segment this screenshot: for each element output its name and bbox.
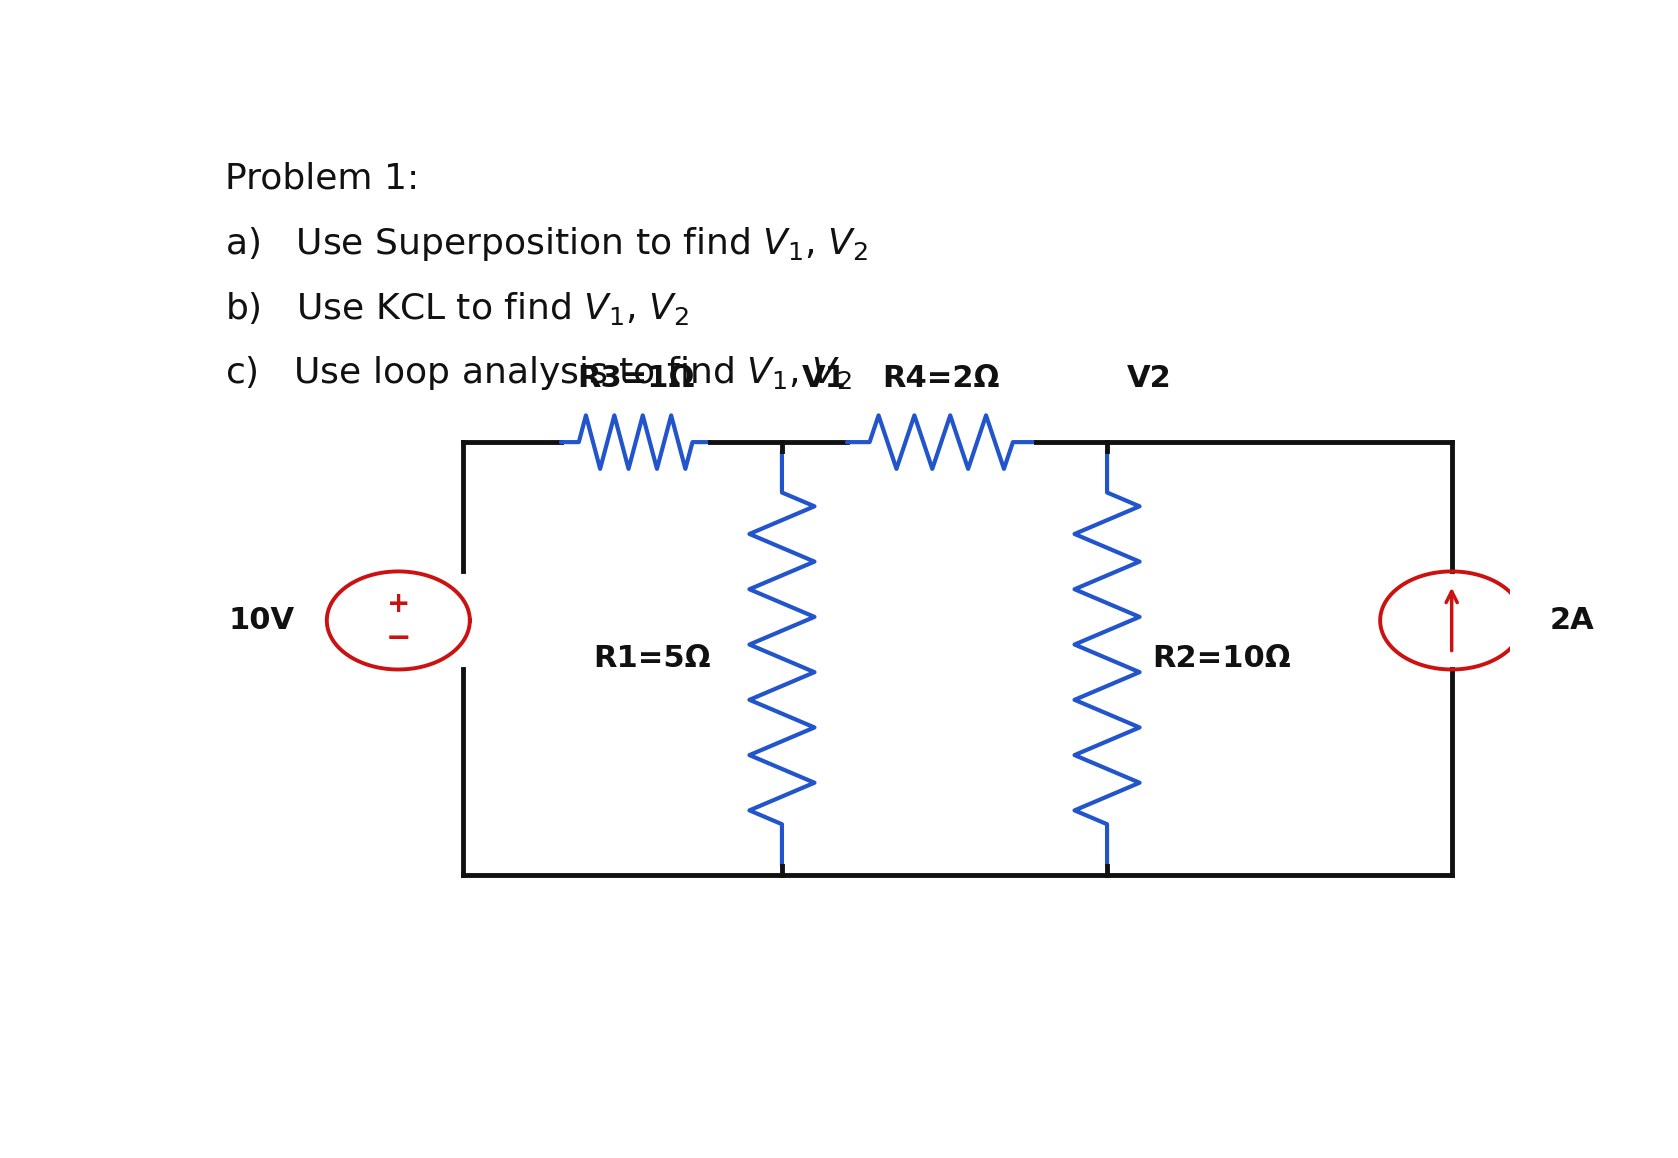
Text: R3=1Ω: R3=1Ω [577,364,695,393]
Text: 2A: 2A [1549,606,1594,635]
Text: R1=5Ω: R1=5Ω [592,644,710,673]
Text: V2: V2 [1126,364,1171,393]
Text: R4=2Ω: R4=2Ω [883,364,1000,393]
Text: R2=10Ω: R2=10Ω [1153,644,1292,673]
Text: +: + [386,591,409,618]
Text: −: − [386,624,411,653]
Text: 10V: 10V [228,606,294,635]
Text: b)   Use KCL to find $V_1$, $V_2$: b) Use KCL to find $V_1$, $V_2$ [225,290,690,327]
Text: a)   Use Superposition to find $V_1$, $V_2$: a) Use Superposition to find $V_1$, $V_2… [225,226,868,264]
Text: V1: V1 [802,364,846,393]
Text: Problem 1:: Problem 1: [225,161,420,196]
Text: c)   Use loop analysis to find $V_1$, $V_2$: c) Use loop analysis to find $V_1$, $V_2… [225,354,852,391]
